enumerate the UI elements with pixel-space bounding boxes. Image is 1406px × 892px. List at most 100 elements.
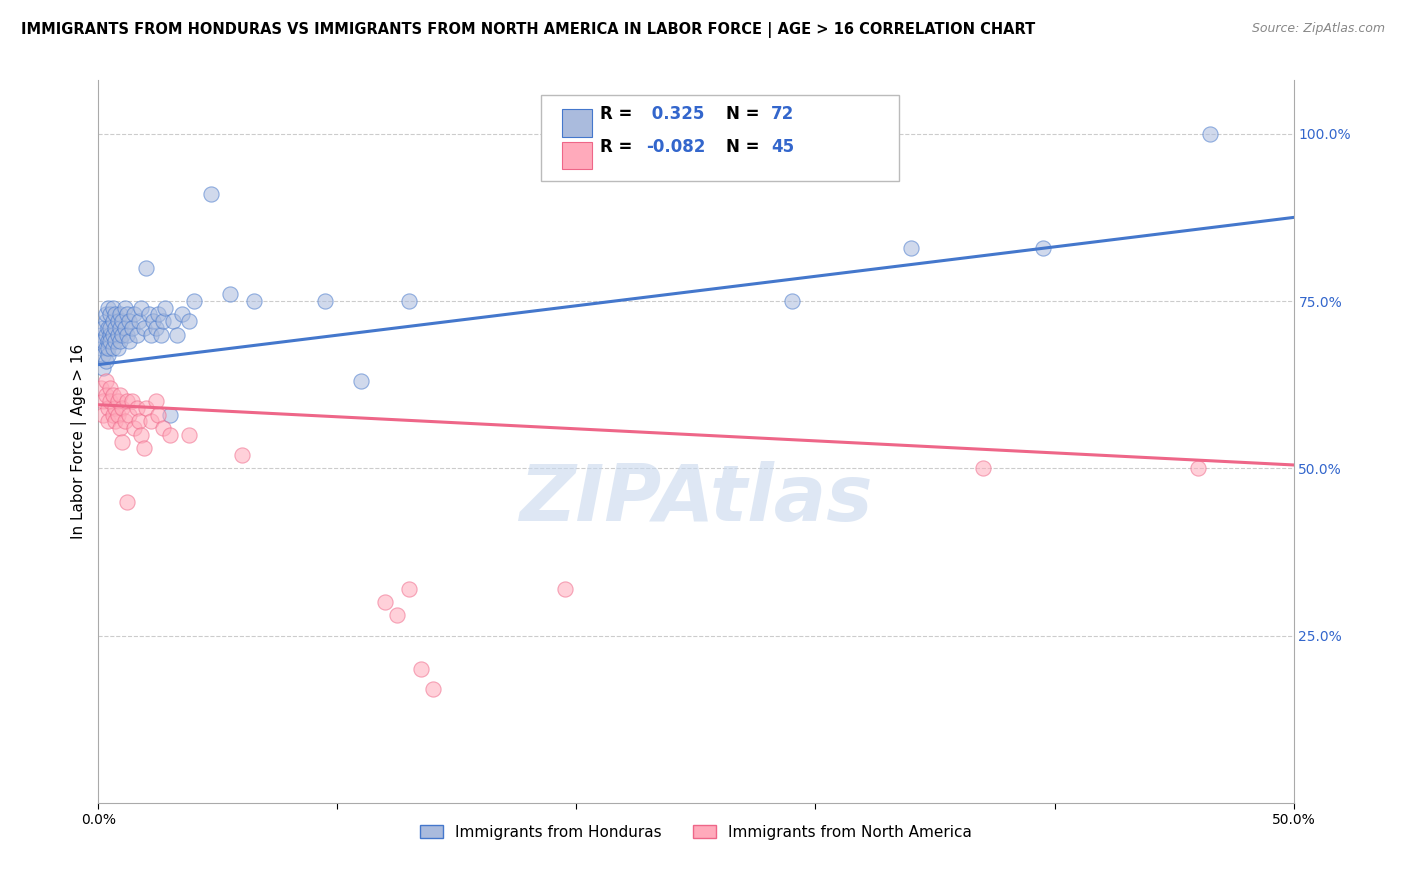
Point	[107, 341, 129, 355]
Point	[104, 307, 127, 322]
Point	[107, 327, 129, 342]
Point	[94, 375, 117, 389]
Point	[107, 394, 129, 409]
Point	[121, 321, 143, 335]
Text: 45: 45	[772, 137, 794, 156]
Point	[98, 307, 122, 322]
Text: ZIPAtlas: ZIPAtlas	[519, 461, 873, 537]
Point	[91, 348, 114, 362]
Point	[108, 421, 131, 435]
Point	[183, 294, 205, 309]
Point	[114, 321, 136, 335]
Point	[115, 494, 138, 508]
Point	[219, 287, 242, 301]
Point	[125, 327, 148, 342]
Point	[422, 681, 444, 696]
Point	[145, 321, 167, 335]
Point	[138, 307, 160, 322]
Point	[124, 307, 146, 322]
Point	[1187, 461, 1209, 475]
Point	[98, 334, 122, 349]
Point	[108, 307, 131, 322]
Point	[115, 327, 138, 342]
Point	[90, 327, 112, 342]
Point	[111, 327, 134, 342]
Point	[139, 327, 162, 342]
Point	[115, 394, 138, 409]
Point	[152, 421, 174, 435]
Point	[118, 408, 141, 422]
Point	[385, 608, 409, 623]
Point	[900, 241, 922, 255]
Point	[94, 387, 117, 401]
Point	[101, 327, 124, 342]
Point	[91, 334, 114, 349]
Point	[554, 582, 576, 596]
Point	[94, 354, 117, 368]
Text: Source: ZipAtlas.com: Source: ZipAtlas.com	[1251, 22, 1385, 36]
Point	[162, 314, 184, 328]
Point	[101, 341, 124, 355]
Point	[97, 414, 120, 429]
Point	[128, 314, 150, 328]
Text: R =: R =	[600, 104, 638, 122]
Point	[972, 461, 994, 475]
Point	[111, 401, 134, 416]
Bar	[562, 142, 592, 169]
Point	[94, 327, 117, 342]
Point	[159, 408, 181, 422]
Point	[111, 434, 134, 449]
Point	[139, 414, 162, 429]
Point	[1199, 127, 1222, 141]
Point	[155, 301, 177, 315]
Point	[148, 408, 170, 422]
Point	[315, 294, 337, 309]
Point	[90, 341, 112, 355]
Point	[94, 341, 117, 355]
Point	[97, 321, 120, 335]
Point	[98, 394, 122, 409]
Point	[94, 307, 117, 322]
Point	[149, 327, 172, 342]
Point	[104, 414, 127, 429]
Point	[411, 662, 433, 676]
Point	[115, 307, 138, 322]
Point	[350, 375, 373, 389]
Point	[98, 381, 122, 395]
Point	[104, 401, 127, 416]
Point	[145, 394, 167, 409]
Point	[108, 387, 131, 401]
Point	[97, 301, 120, 315]
Point	[243, 294, 266, 309]
Point	[114, 414, 136, 429]
Y-axis label: In Labor Force | Age > 16: In Labor Force | Age > 16	[72, 344, 87, 539]
Point	[132, 321, 155, 335]
Point	[125, 401, 148, 416]
Point	[91, 394, 114, 409]
Point	[101, 387, 124, 401]
Point	[90, 381, 112, 395]
Point	[131, 427, 153, 442]
Point	[111, 314, 134, 328]
Point	[101, 408, 124, 422]
Point	[135, 260, 157, 275]
Text: 72: 72	[772, 104, 794, 122]
Point	[124, 421, 146, 435]
Text: IMMIGRANTS FROM HONDURAS VS IMMIGRANTS FROM NORTH AMERICA IN LABOR FORCE | AGE >: IMMIGRANTS FROM HONDURAS VS IMMIGRANTS F…	[21, 22, 1035, 38]
Point	[231, 448, 253, 462]
Text: 0.325: 0.325	[645, 104, 704, 122]
Point	[135, 401, 157, 416]
Point	[104, 321, 127, 335]
Text: -0.082: -0.082	[645, 137, 706, 156]
Point	[374, 595, 396, 609]
Point	[200, 187, 222, 202]
Text: N =: N =	[725, 104, 765, 122]
Point	[91, 321, 114, 335]
Point	[131, 301, 153, 315]
Point	[108, 321, 131, 335]
Point	[97, 341, 120, 355]
Point	[108, 334, 131, 349]
Point	[97, 401, 120, 416]
Point	[91, 361, 114, 376]
Point	[142, 314, 165, 328]
